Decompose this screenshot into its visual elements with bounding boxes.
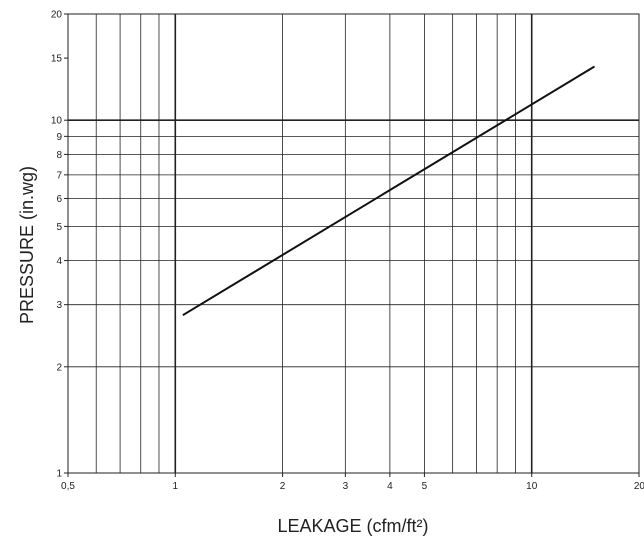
y-tick-label: 10: [51, 116, 63, 127]
y-tick-label: 4: [56, 256, 62, 267]
y-tick-label: 9: [56, 132, 62, 143]
y-tick-label: 20: [51, 10, 63, 21]
series-lines: [182, 65, 596, 317]
y-axis-title: PRESSURE (in.wg): [17, 166, 37, 324]
y-tick-labels: 1 2 3 4 5 6 7 8 9 10 15 20: [51, 10, 68, 480]
x-tick-label: 1: [173, 481, 179, 492]
plot-frame: [67, 13, 640, 474]
y-tick-label: 1: [56, 469, 62, 480]
y-tick-label: 15: [51, 54, 63, 65]
grid-lines: [68, 14, 639, 473]
x-tick-label: 4: [387, 481, 393, 492]
x-tick-labels: 0,5 1 2 3 4 5 10 20: [61, 473, 644, 492]
y-tick-label: 3: [56, 300, 62, 311]
x-tick-label: 20: [634, 481, 644, 492]
y-tick-label: 7: [56, 170, 62, 181]
x-tick-label: 5: [422, 481, 428, 492]
y-tick-label: 8: [56, 150, 62, 161]
y-tick-label: 5: [56, 222, 62, 233]
x-axis-title: LEAKAGE (cfm/ft²): [277, 516, 428, 536]
series-line: [182, 65, 596, 317]
x-tick-label: 0,5: [61, 481, 75, 492]
x-tick-label: 3: [343, 481, 349, 492]
y-tick-label: 6: [56, 194, 62, 205]
x-tick-label: 10: [526, 481, 538, 492]
x-tick-label: 2: [280, 481, 286, 492]
y-tick-label: 2: [56, 362, 62, 373]
